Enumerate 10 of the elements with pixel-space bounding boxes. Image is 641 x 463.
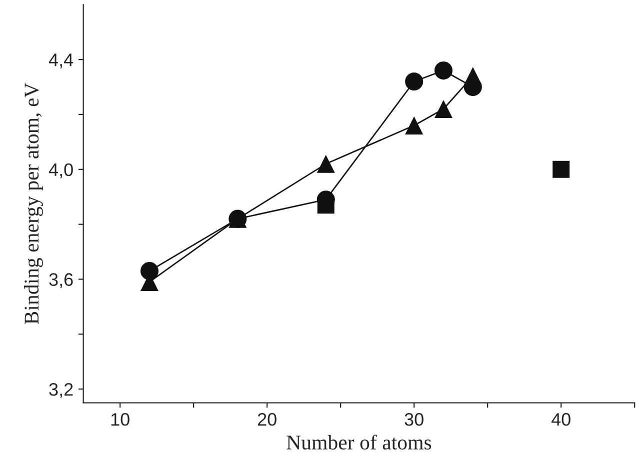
x-tick-label: 20 [258,413,276,426]
y-axis-title: Binding energy per atom, eV [24,82,43,324]
x-tick-label: 10 [111,413,130,426]
x-axis-title: Number of atoms [286,434,432,450]
y-tick-label: 3,2 [49,383,73,398]
y-tick-label: 4,0 [48,163,73,178]
y-tick-label: 4,4 [48,54,74,68]
y-tick-label: 3,6 [49,273,73,288]
x-tick-label: 40 [551,413,570,426]
x-tick-label: 30 [404,413,424,426]
